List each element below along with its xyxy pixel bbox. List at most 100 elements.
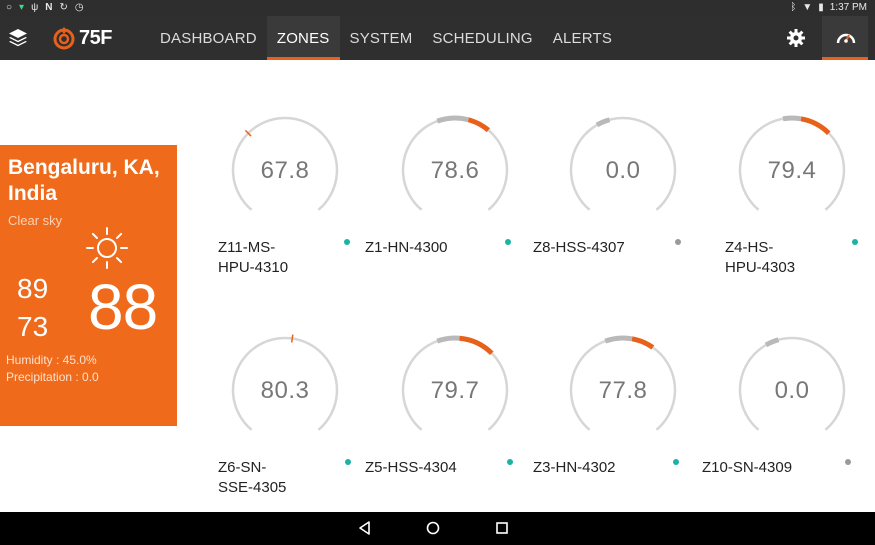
- weather-city: Bengaluru, KA, India: [8, 156, 160, 205]
- dial-track: [738, 336, 846, 431]
- zone-name: Z8-HSS-4307: [533, 238, 625, 258]
- recents-icon[interactable]: [494, 520, 510, 536]
- zone-temperature: 67.8: [260, 157, 310, 184]
- android-nav-bar: [0, 512, 875, 545]
- zone-name: Z6-SN- SSE-4305: [218, 458, 286, 498]
- zone-temperature: 79.7: [430, 377, 480, 404]
- zone-name-line: Z8-HSS-4307: [533, 239, 625, 256]
- tab-system[interactable]: SYSTEM: [349, 29, 413, 47]
- zone-status-dot: [673, 459, 679, 465]
- zone-card[interactable]: 80.3 Z6-SN- SSE-4305: [218, 332, 395, 522]
- zone-status-dot: [852, 239, 858, 245]
- zone-name-line: Z5-HSS-4304: [365, 459, 457, 476]
- zone-name: Z1-HN-4300: [365, 238, 448, 258]
- zone-temperature: 0.0: [774, 377, 810, 404]
- usb-icon: ψ: [31, 2, 39, 13]
- wifi-signal-icon: ▼: [802, 2, 813, 13]
- zone-dial: [401, 115, 509, 211]
- zone-dial: [738, 115, 846, 211]
- weather-current-temp: 88: [88, 271, 158, 343]
- zone-name: Z11-MS- HPU-4310: [218, 238, 288, 278]
- dial-track: [231, 116, 339, 211]
- logo-flame-icon: [53, 27, 75, 50]
- zone-card[interactable]: 78.6 Z1-HN-4300: [365, 112, 565, 302]
- dial-deadband: [595, 117, 611, 128]
- zone-name: Z4-HS- HPU-4303: [725, 238, 795, 278]
- zone-temperature: 80.3: [260, 377, 310, 404]
- zone-name: Z5-HSS-4304: [365, 458, 457, 478]
- dial-deadband: [782, 115, 802, 122]
- zone-dial: [569, 335, 677, 431]
- dial-tick: [244, 129, 252, 137]
- gear-icon[interactable]: [786, 28, 806, 48]
- weather-card: Bengaluru, KA, India Clear sky 89 73 88 …: [0, 145, 177, 426]
- tab-gauge[interactable]: [822, 16, 868, 60]
- weather-low: 73: [17, 311, 49, 342]
- dial-setpoint-arc: [631, 336, 655, 350]
- zone-name-line: SSE-4305: [218, 479, 287, 496]
- zone-card[interactable]: 79.7 Z5-HSS-4304: [365, 332, 565, 522]
- bluetooth-icon: ᛒ: [790, 2, 797, 13]
- back-icon[interactable]: [357, 520, 373, 536]
- dial-setpoint-arc: [467, 117, 491, 133]
- dial-setpoint-arc: [459, 335, 494, 356]
- zone-status-dot: [507, 459, 513, 465]
- dial-deadband: [764, 337, 780, 348]
- zone-name-line: Z11-MS-: [218, 239, 276, 256]
- dial-setpoint-arc: [800, 116, 831, 136]
- weather-condition: Clear sky: [8, 213, 63, 228]
- zone-name-line: HPU-4303: [725, 259, 796, 276]
- gauge-icon: [836, 33, 856, 44]
- dial-deadband: [436, 335, 460, 344]
- home-icon[interactable]: [425, 520, 441, 536]
- zone-dial: [401, 335, 509, 431]
- sync-icon: ↻: [59, 2, 68, 13]
- dial-track: [231, 336, 339, 431]
- zone-card[interactable]: 67.8 Z11-MS- HPU-4310: [218, 112, 395, 302]
- alarm-icon: ◷: [74, 2, 84, 13]
- system-indicators: ᛒ ▼ ▮ 1:37 PM: [790, 1, 867, 15]
- tab-scheduling[interactable]: SCHEDULING: [432, 29, 533, 47]
- circle-icon: ○: [6, 2, 13, 13]
- zone-temperature: 79.4: [767, 157, 817, 184]
- zone-name-line: Z4-HS-: [725, 239, 774, 256]
- dial-track: [569, 116, 677, 211]
- zone-name: Z10-SN-4309: [702, 458, 792, 478]
- zone-status-dot: [845, 459, 851, 465]
- zone-dial: [231, 116, 339, 211]
- tab-zones[interactable]: ZONES: [266, 16, 340, 60]
- dial-deadband: [604, 335, 633, 344]
- zone-card[interactable]: 79.4 Z4-HS- HPU-4303: [725, 112, 875, 302]
- zone-name-line: Z3-HN-4302: [533, 459, 616, 476]
- zone-card[interactable]: 0.0 Z10-SN-4309: [702, 332, 875, 522]
- weather-humidity: Humidity : 45.0%: [6, 353, 97, 367]
- android-status-bar: ○ ▾ ψ N ↻ ◷ ᛒ ▼ ▮ 1:37 PM: [0, 0, 875, 16]
- zone-card[interactable]: 0.0 Z8-HSS-4307: [533, 112, 733, 302]
- zone-temperature: 77.8: [598, 377, 648, 404]
- zone-status-dot: [675, 239, 681, 245]
- zone-status-dot: [344, 239, 350, 245]
- zone-dial: [569, 116, 677, 211]
- battery-icon: ▮: [818, 2, 824, 13]
- app-header: 75F DASHBOARD ZONES SYSTEM SCHEDULING AL…: [0, 16, 875, 60]
- clock-time: 1:37 PM: [829, 2, 867, 13]
- zone-name-line: Z10-SN-4309: [702, 459, 793, 476]
- brand-name: 75F: [79, 26, 112, 49]
- wifi-icon: ▾: [19, 2, 25, 13]
- dial-tick: [290, 334, 294, 343]
- dial-deadband: [436, 115, 470, 124]
- main-nav: DASHBOARD ZONES SYSTEM SCHEDULING ALERTS: [150, 16, 622, 60]
- layers-icon[interactable]: [8, 27, 28, 49]
- tab-dashboard[interactable]: DASHBOARD: [160, 29, 257, 47]
- zone-status-dot: [505, 239, 511, 245]
- zone-status-dot: [345, 459, 351, 465]
- zone-temperature: 0.0: [605, 157, 641, 184]
- weather-precipitation: Precipitation : 0.0: [6, 370, 99, 384]
- zone-card[interactable]: 77.8 Z3-HN-4302: [533, 332, 733, 522]
- sun-icon: [86, 227, 128, 269]
- zone-temperature: 78.6: [430, 157, 480, 184]
- zone-dial: [231, 334, 339, 431]
- zone-dial: [738, 336, 846, 431]
- tab-alerts[interactable]: ALERTS: [552, 29, 613, 47]
